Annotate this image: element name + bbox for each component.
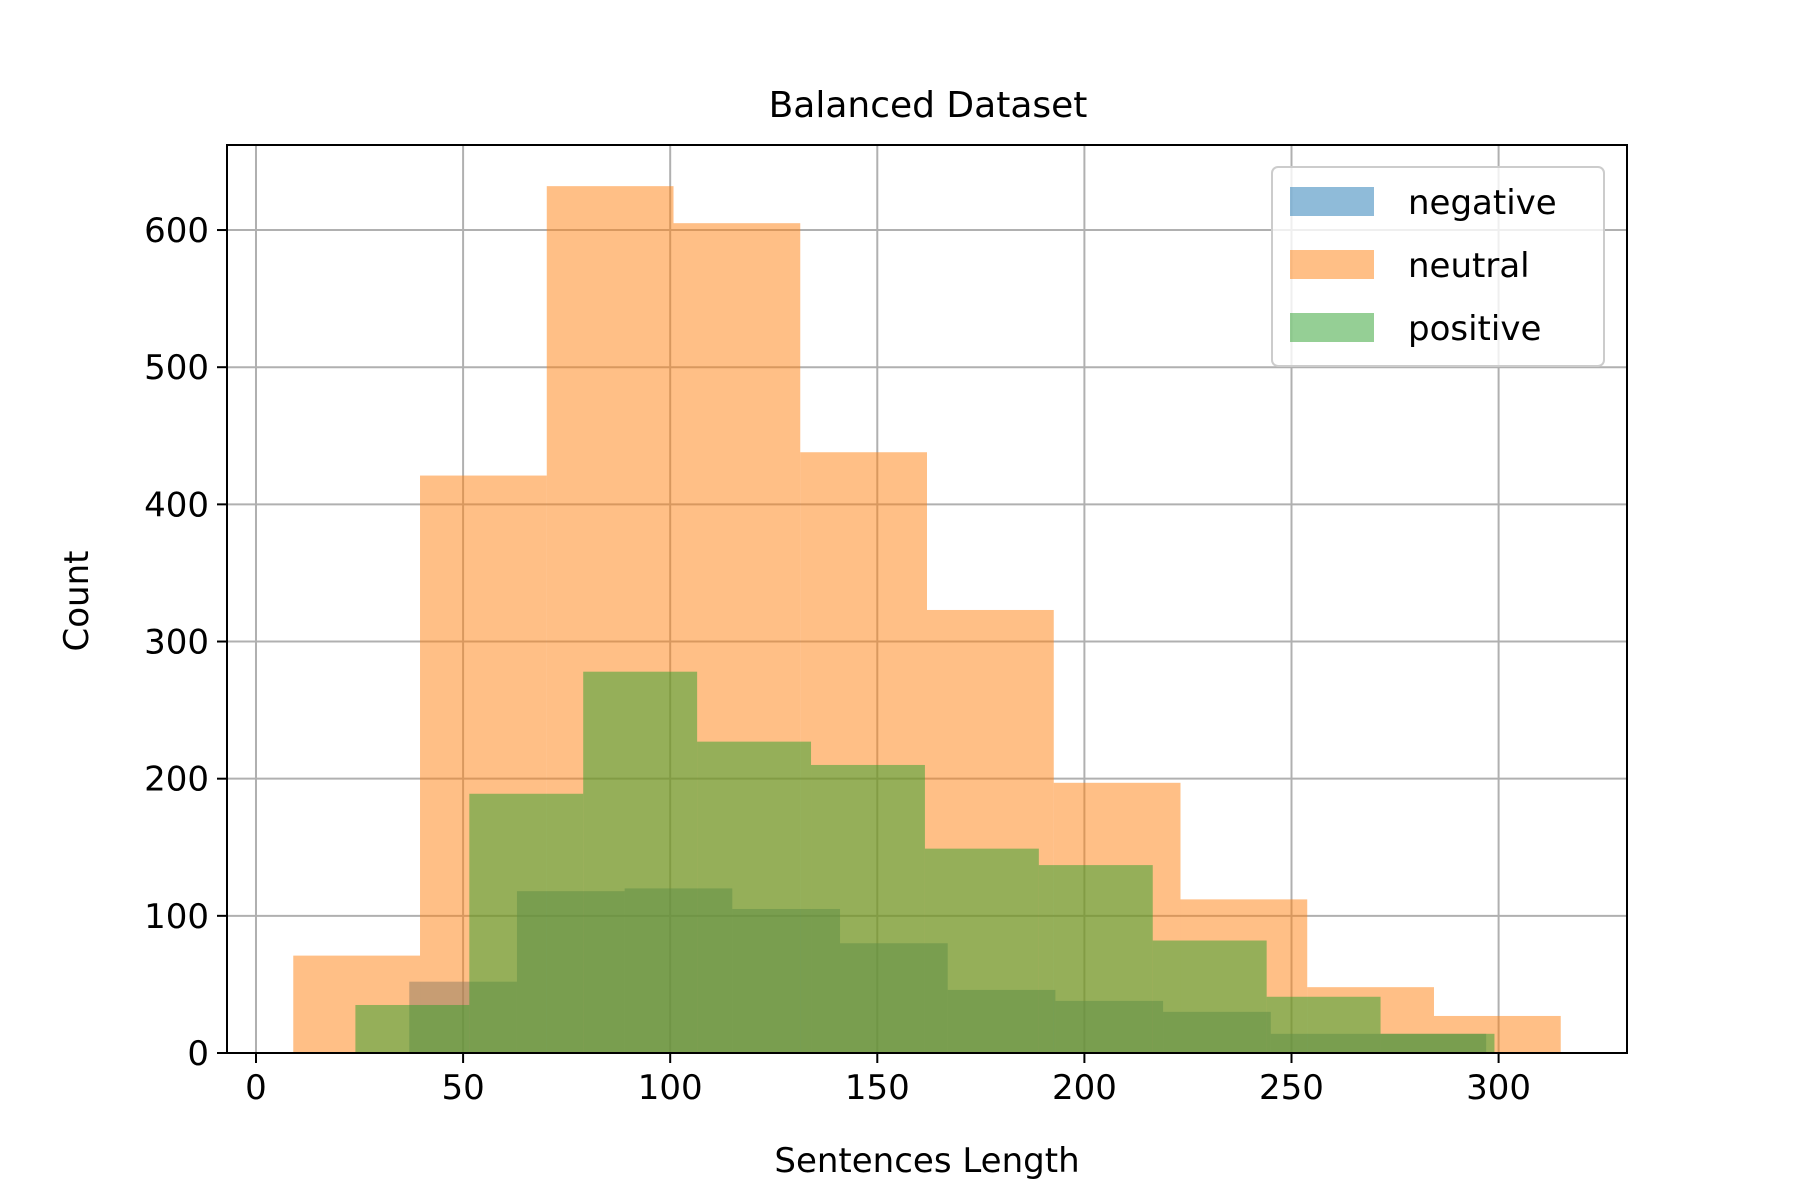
y-tick-label: 300: [144, 623, 209, 663]
legend-swatch-neutral: [1290, 250, 1374, 279]
y-tick-label: 600: [144, 211, 209, 251]
legend-label-neutral: neutral: [1408, 246, 1530, 286]
positive-bar: [924, 848, 1039, 1053]
legend-label-negative: negative: [1408, 183, 1557, 223]
legend-swatch-positive: [1290, 313, 1374, 342]
chart-title: Balanced Dataset: [769, 85, 1088, 126]
plot-frame: [226, 144, 1628, 1054]
positive-bar: [1152, 940, 1267, 1053]
legend-swatch-negative: [1290, 187, 1374, 216]
x-tick-label: 200: [1052, 1068, 1117, 1108]
positive-bar: [811, 764, 925, 1053]
x-axis-ticks: 0 50 100 150 200 250 300: [245, 1053, 1531, 1108]
legend-label-positive: positive: [1408, 309, 1541, 349]
positive-bar: [1266, 996, 1381, 1053]
y-axis-label: Count: [57, 551, 97, 652]
x-tick-label: 250: [1259, 1068, 1324, 1108]
positive-bar: [697, 741, 812, 1053]
y-tick-label: 0: [187, 1034, 209, 1074]
y-tick-label: 100: [144, 897, 209, 937]
x-tick-label: 0: [245, 1068, 267, 1108]
x-tick-label: 300: [1466, 1068, 1531, 1108]
positive-bar: [1038, 865, 1153, 1053]
positive-bar: [469, 793, 584, 1053]
y-tick-label: 400: [144, 485, 209, 525]
positive-bar: [583, 671, 698, 1053]
x-tick-label: 50: [441, 1068, 484, 1108]
positive-bar: [355, 1004, 470, 1053]
positive-bar: [1380, 1033, 1495, 1053]
x-axis-label: Sentences Length: [774, 1141, 1079, 1181]
y-tick-label: 500: [144, 348, 209, 388]
y-tick-label: 200: [144, 760, 209, 800]
histogram-bars: [293, 186, 1561, 1054]
x-tick-label: 150: [845, 1068, 910, 1108]
x-tick-label: 100: [638, 1068, 703, 1108]
series-positive: [355, 671, 1495, 1053]
legend: negative neutral positive: [1271, 166, 1605, 367]
y-axis-ticks: 0 100 200 300 400 500 600: [144, 211, 227, 1074]
